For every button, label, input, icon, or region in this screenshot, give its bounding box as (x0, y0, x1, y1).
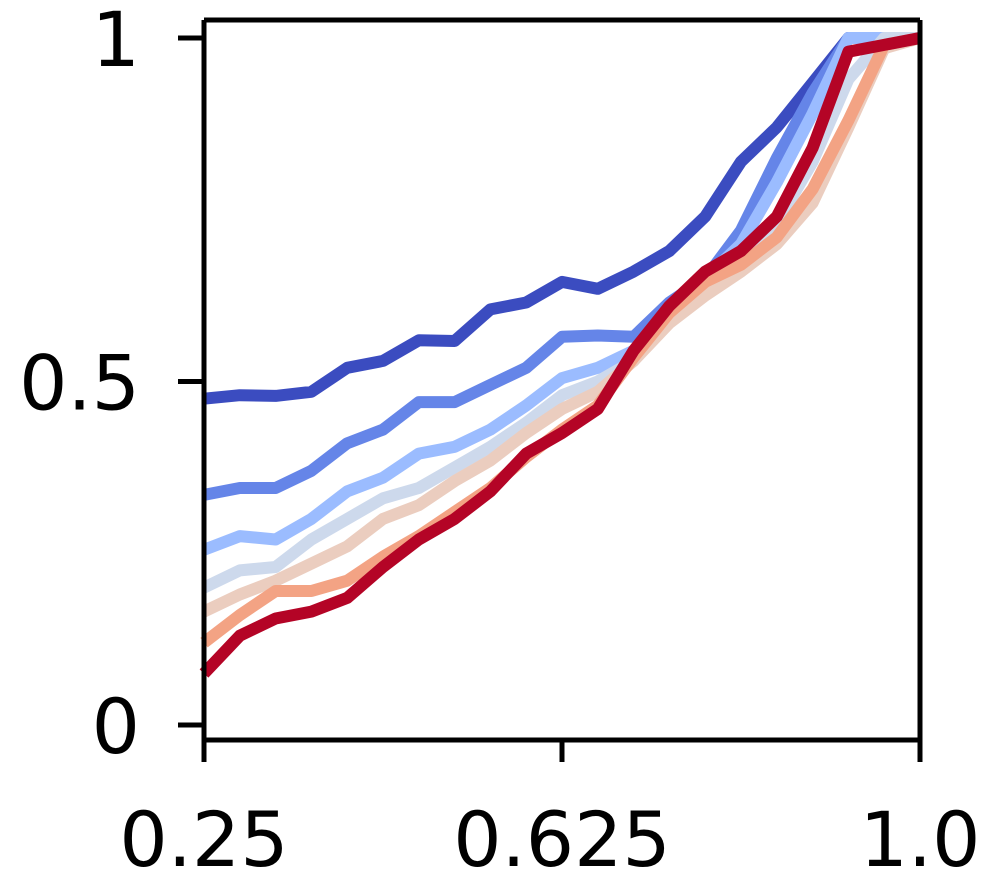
x-tick-label: 0.25 (119, 795, 288, 884)
series-line-2 (202, 32, 920, 501)
series-line-1 (203, 32, 920, 405)
series-line-7 (199, 32, 922, 678)
y-tick-label: 0.5 (19, 339, 140, 428)
x-tick-label: 0.625 (453, 795, 671, 884)
y-tick-label: 0 (92, 682, 140, 771)
ticks: 0.25 0.625 1.0 0 0.5 1 (19, 0, 980, 884)
x-tick-label: 1.0 (860, 795, 981, 884)
series-layer (199, 32, 922, 678)
y-tick-label: 1 (92, 0, 140, 84)
series-line-5 (201, 32, 922, 618)
series-line-3 (201, 32, 920, 556)
